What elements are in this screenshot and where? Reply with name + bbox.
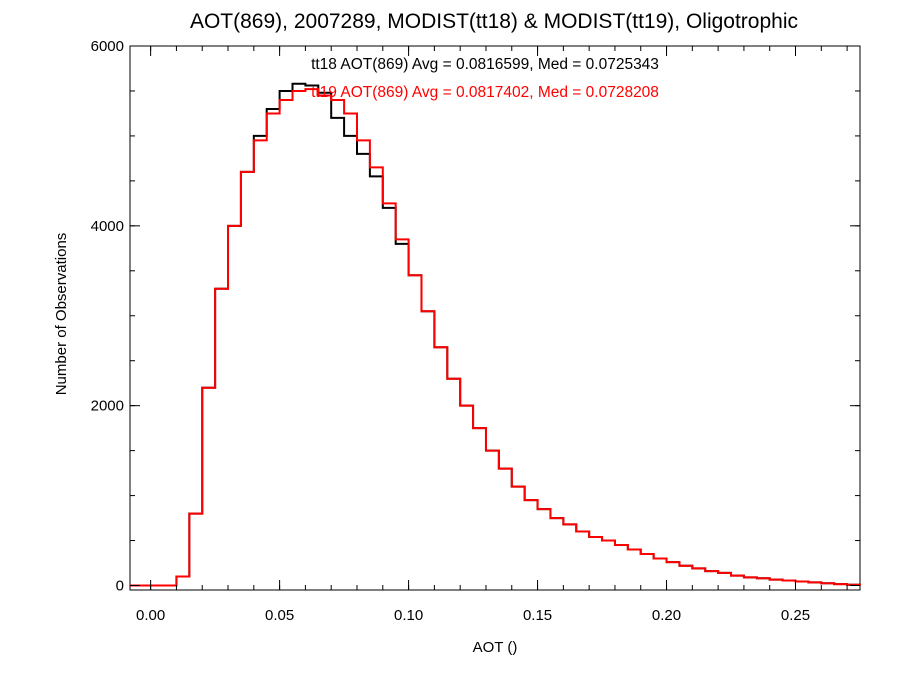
x-tick-label: 0.05 (265, 607, 294, 624)
annotation-tt19: tt19 AOT(869) Avg = 0.0817402, Med = 0.0… (311, 84, 659, 101)
x-axis-label: AOT () (473, 639, 518, 656)
y-tick-label: 4000 (91, 218, 124, 235)
x-tick-label: 0.00 (136, 607, 165, 624)
plot-frame (129, 45, 861, 591)
tick-labels-layer: 0.00 0.05 0.10 0.15 0.20 0.25 0 2000 4000 6000 (91, 38, 810, 624)
y-axis-label: Number of Observations (53, 233, 70, 396)
y-tick-label: 2000 (91, 398, 124, 415)
chart-title: AOT(869), 2007289, MODIST(tt18) & MODIST… (190, 10, 798, 33)
x-tick-label: 0.20 (652, 607, 681, 624)
x-tick-label: 0.15 (523, 607, 552, 624)
ticks-layer (130, 45, 860, 590)
y-tick-label: 0 (116, 578, 124, 595)
x-tick-label: 0.25 (781, 607, 810, 624)
series-layer (130, 82, 861, 587)
x-tick-label: 0.10 (394, 607, 423, 624)
y-tick-label: 6000 (91, 38, 124, 55)
annotation-tt18: tt18 AOT(869) Avg = 0.0816599, Med = 0.0… (311, 56, 659, 73)
series-line-0 (130, 82, 861, 587)
series-line-1 (130, 88, 861, 587)
